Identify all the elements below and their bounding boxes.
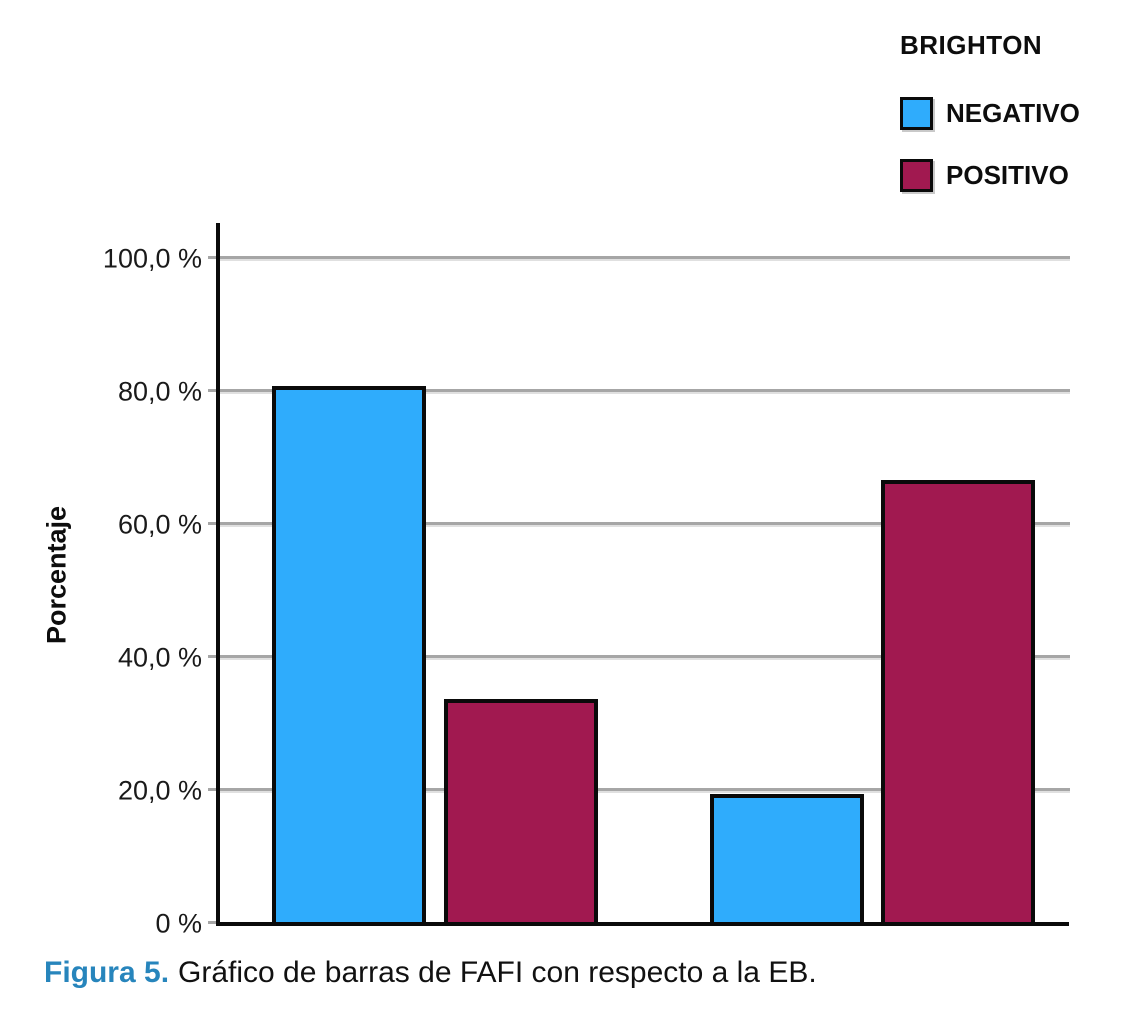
legend-label: NEGATIVO: [946, 98, 1080, 128]
bar-positivo-group2: [881, 479, 1035, 926]
bar-negativo-group1: [272, 386, 426, 926]
legend-item-positivo: POSITIVO: [900, 159, 1080, 192]
gridline-80: [220, 388, 1070, 392]
y-axis-line: [216, 223, 220, 926]
y-tick-label: 0 %: [155, 908, 202, 938]
y-tick-60: [208, 521, 216, 525]
legend-label: POSITIVO: [946, 160, 1069, 190]
gridline-60: [220, 521, 1070, 525]
y-axis-title: Porcentaje: [41, 505, 72, 645]
plot-area: 0 % 20,0 % 40,0 % 60,0 % 80,0 % 100,0 %: [103, 223, 1070, 938]
figure-caption-label: Figura 5.: [44, 956, 170, 989]
legend-item-negativo: NEGATIVO: [900, 97, 1080, 130]
figure-caption: Figura 5. Gráfico de barras de FAFI con r…: [44, 956, 817, 990]
x-axis-line: [216, 922, 1069, 926]
figure-caption-text: Gráfico de barras de FAFI con respecto a…: [178, 956, 817, 989]
legend-swatch-negativo: [900, 97, 933, 130]
gridline-40: [220, 654, 1070, 658]
y-tick-80: [208, 388, 216, 392]
bar-negativo-group2: [710, 793, 864, 926]
gridline-20: [220, 787, 1070, 791]
y-tick-20: [208, 787, 216, 791]
y-tick-0: [208, 920, 216, 924]
legend-title: BRIGHTON: [900, 30, 1043, 60]
legend-swatch-positivo: [900, 159, 933, 192]
legend-items: NEGATIVO POSITIVO: [900, 97, 1080, 192]
y-tick-label: 40,0 %: [117, 642, 202, 672]
y-tick-label: 20,0 %: [117, 775, 202, 805]
gridline-100: [220, 255, 1070, 259]
y-tick-label: 80,0 %: [117, 376, 202, 406]
chart-legend: BRIGHTON NEGATIVO POSITIVO: [900, 30, 1080, 192]
y-tick-40: [208, 654, 216, 658]
y-tick-label: 100,0 %: [102, 243, 202, 273]
bar-positivo-group1: [444, 699, 598, 926]
y-tick-label: 60,0 %: [117, 509, 202, 539]
y-tick-100: [208, 255, 216, 259]
